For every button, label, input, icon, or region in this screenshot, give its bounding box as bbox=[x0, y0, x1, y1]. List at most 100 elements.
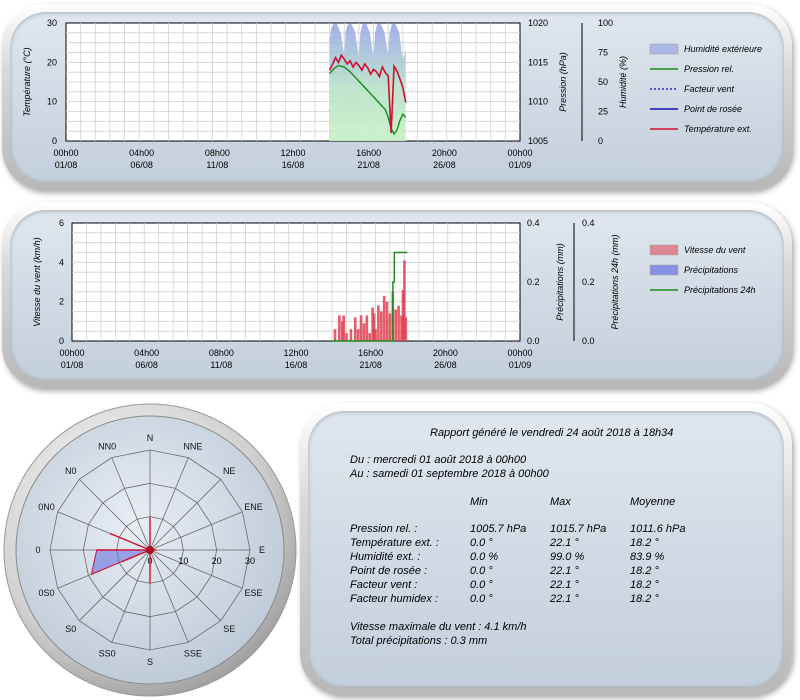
pressure-tick-label: 1010 bbox=[528, 97, 548, 107]
humidity-tick-label: 0 bbox=[598, 136, 603, 146]
legend-swatch bbox=[649, 244, 679, 256]
wind-rose-direction-label: ENE bbox=[244, 502, 263, 512]
legend-swatch bbox=[649, 43, 679, 55]
legend-label: Humidité extérieure bbox=[684, 44, 762, 54]
wind-bar bbox=[365, 315, 369, 341]
x-tick-label: 20h00 bbox=[432, 148, 457, 158]
weather-chart: 00h00 01/08 04h00 06/08 08h00 11/08 12h00 16/08… bbox=[22, 18, 762, 170]
wind-bar bbox=[382, 295, 386, 341]
rain-axis-label: Précipitations (mm) bbox=[555, 243, 565, 321]
wind-rose-direction-label: S bbox=[147, 657, 153, 667]
wind-bar bbox=[342, 315, 345, 341]
x-tick-label: 12h00 bbox=[280, 148, 305, 158]
humidity-tick-label: 50 bbox=[598, 77, 608, 87]
x-tick-label: 01/08 bbox=[61, 360, 84, 370]
wind-rose-spoke bbox=[149, 511, 243, 551]
wind-rose-spoke bbox=[79, 479, 151, 551]
report-max-wind: Vitesse maximale du vent : 4.1 km/h bbox=[350, 621, 527, 633]
x-tick-label: 12h00 bbox=[283, 348, 308, 358]
wind-rose-direction-label: NNE bbox=[183, 442, 202, 452]
report-title: Rapport généré le vendredi 24 août 2018 … bbox=[430, 427, 674, 439]
report-row-label: Pression rel. : bbox=[350, 523, 418, 535]
wind-rose-center bbox=[146, 546, 154, 554]
wind-bar bbox=[374, 329, 377, 341]
wind-rain-chart: 00h00 01/08 04h00 06/08 08h00 11/08 12h00 16/08… bbox=[32, 218, 756, 370]
report-to: Au : samedi 01 septembre 2018 à 00h00 bbox=[350, 468, 549, 480]
report-row-min: 1005.7 hPa bbox=[470, 523, 527, 535]
rain-24h-line bbox=[332, 251, 408, 342]
report-row-avg: 1011.6 hPa bbox=[630, 523, 686, 535]
x-tick-label: 00h00 bbox=[59, 348, 84, 358]
wind-rose-spoke bbox=[149, 549, 221, 621]
rain24-tick-label: 0.4 bbox=[582, 218, 595, 228]
wind-rose-direction-label: SE bbox=[223, 624, 235, 634]
wind-bar bbox=[394, 309, 398, 341]
report-row-label: Facteur humidex : bbox=[350, 593, 439, 605]
wind-rose-spoke bbox=[149, 549, 243, 589]
wind-bar bbox=[377, 305, 380, 341]
wind-bar bbox=[403, 260, 406, 341]
x-tick-label: 08h00 bbox=[205, 148, 230, 158]
wind-bar bbox=[359, 315, 363, 341]
wind-bar bbox=[340, 321, 344, 341]
wind-rose-direction-label: SSE bbox=[184, 648, 202, 658]
x-tick-label: 06/08 bbox=[130, 160, 153, 170]
report-from: Du : mercredi 01 août 2018 à 00h00 bbox=[350, 454, 527, 466]
report-row-avg: 18.2 ° bbox=[630, 593, 659, 605]
x-tick-label: 11/08 bbox=[206, 160, 228, 170]
wind-rose-ring-label: 10 bbox=[178, 556, 188, 566]
legend-label: Facteur vent bbox=[684, 84, 735, 94]
legend-label: Température ext. bbox=[684, 124, 752, 134]
report-row-min: 0.0 ° bbox=[470, 565, 493, 577]
wind-bar bbox=[356, 329, 360, 341]
report-row-max: 99.0 % bbox=[550, 551, 585, 563]
wind-bar bbox=[362, 323, 366, 341]
report-header-max: Max bbox=[550, 496, 571, 508]
wind-axis-label: Vitesse du vent (km/h) bbox=[32, 237, 42, 326]
wind-rose-direction-label: S0 bbox=[65, 624, 76, 634]
wind-bar bbox=[397, 305, 400, 341]
wind-bar bbox=[401, 289, 405, 341]
humidity-axis-label: Humidité (%) bbox=[618, 56, 628, 108]
wind-rose-direction-label: ESE bbox=[244, 588, 262, 598]
wind-tick-label: 6 bbox=[59, 218, 64, 228]
x-tick-label: 11/08 bbox=[210, 360, 232, 370]
wind-rose-spoke bbox=[79, 549, 151, 621]
wind-bar bbox=[388, 313, 392, 341]
pressure-line bbox=[329, 64, 407, 136]
wind-rose-direction-label: 0 bbox=[35, 545, 40, 555]
rain-tick-label: 0.4 bbox=[527, 218, 540, 228]
humidity-tick-label: 100 bbox=[598, 18, 613, 28]
report-row-max: 22.1 ° bbox=[550, 565, 579, 577]
report-total-rain: Total précipitations : 0.3 mm bbox=[350, 635, 488, 647]
legend-label: Précipitations bbox=[684, 265, 739, 275]
report-header-avg: Moyenne bbox=[630, 496, 676, 508]
legend-label: Vitesse du vent bbox=[684, 245, 746, 255]
rain-tick-label: 0.2 bbox=[527, 277, 540, 287]
pressure-tick-label: 1020 bbox=[528, 18, 548, 28]
x-tick-label: 20h00 bbox=[433, 348, 458, 358]
wind-rose-spoke bbox=[111, 457, 151, 551]
report-row-label: Facteur vent : bbox=[350, 579, 418, 591]
report-row-label: Point de rosée : bbox=[350, 565, 428, 577]
x-tick-label: 16/08 bbox=[282, 160, 305, 170]
x-tick-label: 01/08 bbox=[55, 160, 78, 170]
report-panel bbox=[300, 403, 792, 695]
wind-bar bbox=[404, 317, 408, 341]
x-tick-label: 16/08 bbox=[285, 360, 308, 370]
temperature-line bbox=[328, 53, 407, 134]
humidity-tick-label: 75 bbox=[598, 48, 608, 58]
x-tick-label: 00h00 bbox=[507, 348, 532, 358]
wind-rose-direction-label: N bbox=[147, 433, 154, 443]
wind-rose-spoke bbox=[149, 457, 189, 551]
temperature-axis-label: Température (°C) bbox=[22, 47, 32, 116]
pressure-tick-label: 1005 bbox=[528, 136, 548, 146]
wind-rose-spoke bbox=[111, 549, 151, 643]
x-tick-label: 06/08 bbox=[135, 360, 158, 370]
x-tick-label: 08h00 bbox=[209, 348, 234, 358]
wind-rose-direction-label: NE bbox=[223, 466, 236, 476]
pressure-axis-label: Pression (hPa) bbox=[558, 52, 568, 112]
report-row-label: Température ext. : bbox=[350, 537, 439, 549]
wind-tick-label: 0 bbox=[59, 336, 64, 346]
legend-swatch bbox=[649, 264, 679, 276]
